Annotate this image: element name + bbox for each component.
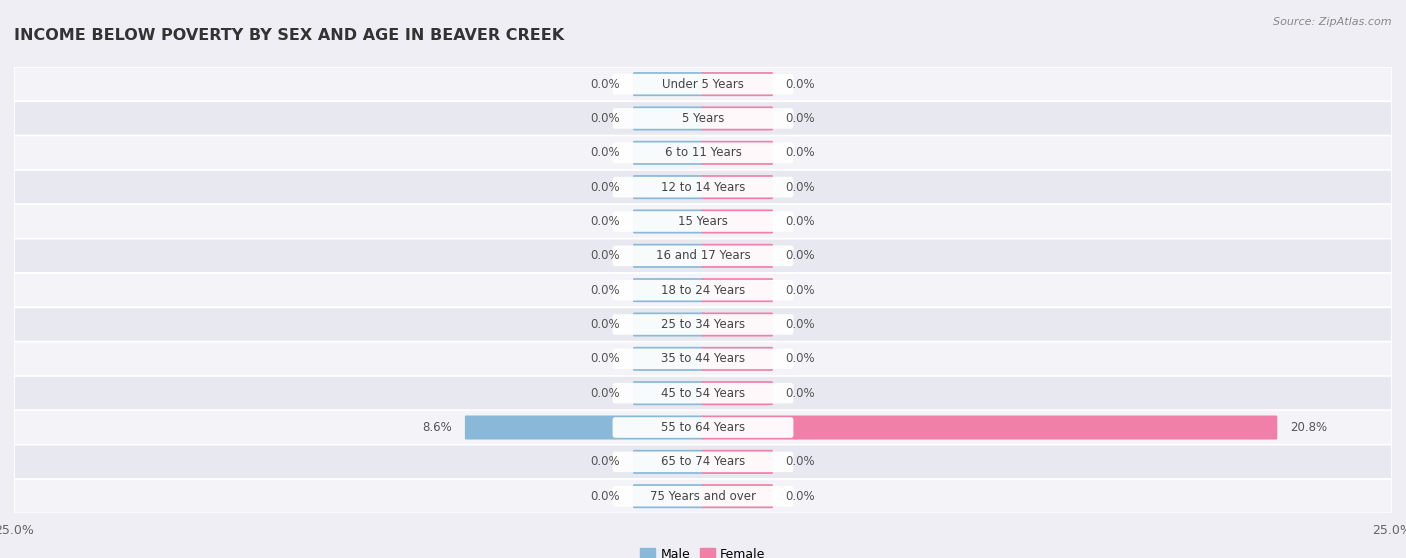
Text: 5 Years: 5 Years [682, 112, 724, 125]
FancyBboxPatch shape [14, 136, 1392, 170]
FancyBboxPatch shape [633, 107, 704, 131]
FancyBboxPatch shape [633, 209, 704, 233]
FancyBboxPatch shape [702, 450, 773, 474]
FancyBboxPatch shape [633, 175, 704, 199]
FancyBboxPatch shape [14, 479, 1392, 513]
FancyBboxPatch shape [702, 312, 773, 336]
FancyBboxPatch shape [613, 349, 793, 369]
FancyBboxPatch shape [702, 484, 773, 508]
FancyBboxPatch shape [702, 209, 773, 233]
Text: 20.8%: 20.8% [1289, 421, 1327, 434]
FancyBboxPatch shape [702, 347, 773, 371]
FancyBboxPatch shape [702, 72, 773, 96]
Text: 0.0%: 0.0% [591, 352, 620, 365]
Text: Under 5 Years: Under 5 Years [662, 78, 744, 90]
Text: 0.0%: 0.0% [591, 387, 620, 400]
FancyBboxPatch shape [14, 102, 1392, 136]
FancyBboxPatch shape [633, 484, 704, 508]
Text: 15 Years: 15 Years [678, 215, 728, 228]
Text: 0.0%: 0.0% [591, 181, 620, 194]
FancyBboxPatch shape [702, 244, 773, 268]
FancyBboxPatch shape [633, 278, 704, 302]
Text: 0.0%: 0.0% [591, 318, 620, 331]
Text: 0.0%: 0.0% [786, 112, 815, 125]
FancyBboxPatch shape [633, 244, 704, 268]
Text: INCOME BELOW POVERTY BY SEX AND AGE IN BEAVER CREEK: INCOME BELOW POVERTY BY SEX AND AGE IN B… [14, 28, 564, 43]
Text: 0.0%: 0.0% [591, 490, 620, 503]
Text: 0.0%: 0.0% [786, 352, 815, 365]
Text: 75 Years and over: 75 Years and over [650, 490, 756, 503]
FancyBboxPatch shape [633, 72, 704, 96]
Text: 6 to 11 Years: 6 to 11 Years [665, 146, 741, 159]
Text: 25 to 34 Years: 25 to 34 Years [661, 318, 745, 331]
FancyBboxPatch shape [465, 416, 704, 440]
FancyBboxPatch shape [14, 341, 1392, 376]
Text: Source: ZipAtlas.com: Source: ZipAtlas.com [1274, 17, 1392, 27]
FancyBboxPatch shape [613, 486, 793, 507]
FancyBboxPatch shape [633, 312, 704, 336]
FancyBboxPatch shape [613, 142, 793, 163]
Text: 16 and 17 Years: 16 and 17 Years [655, 249, 751, 262]
Text: 0.0%: 0.0% [591, 112, 620, 125]
Text: 35 to 44 Years: 35 to 44 Years [661, 352, 745, 365]
Text: 0.0%: 0.0% [786, 318, 815, 331]
Text: 65 to 74 Years: 65 to 74 Years [661, 455, 745, 468]
Text: 0.0%: 0.0% [786, 146, 815, 159]
FancyBboxPatch shape [702, 141, 773, 165]
FancyBboxPatch shape [702, 107, 773, 131]
Text: 0.0%: 0.0% [786, 78, 815, 90]
FancyBboxPatch shape [613, 211, 793, 232]
Text: 0.0%: 0.0% [591, 249, 620, 262]
Legend: Male, Female: Male, Female [641, 548, 765, 558]
Text: 0.0%: 0.0% [591, 78, 620, 90]
FancyBboxPatch shape [633, 141, 704, 165]
FancyBboxPatch shape [702, 381, 773, 405]
Text: 0.0%: 0.0% [786, 387, 815, 400]
Text: 0.0%: 0.0% [786, 490, 815, 503]
FancyBboxPatch shape [14, 239, 1392, 273]
Text: 0.0%: 0.0% [591, 283, 620, 297]
FancyBboxPatch shape [633, 347, 704, 371]
Text: 12 to 14 Years: 12 to 14 Years [661, 181, 745, 194]
FancyBboxPatch shape [14, 307, 1392, 341]
FancyBboxPatch shape [633, 381, 704, 405]
FancyBboxPatch shape [633, 450, 704, 474]
FancyBboxPatch shape [14, 67, 1392, 102]
FancyBboxPatch shape [14, 376, 1392, 410]
FancyBboxPatch shape [14, 410, 1392, 445]
Text: 0.0%: 0.0% [786, 455, 815, 468]
Text: 0.0%: 0.0% [786, 283, 815, 297]
Text: 0.0%: 0.0% [786, 215, 815, 228]
FancyBboxPatch shape [613, 177, 793, 198]
FancyBboxPatch shape [702, 175, 773, 199]
FancyBboxPatch shape [613, 314, 793, 335]
Text: 0.0%: 0.0% [591, 146, 620, 159]
FancyBboxPatch shape [14, 204, 1392, 239]
FancyBboxPatch shape [613, 74, 793, 94]
FancyBboxPatch shape [613, 383, 793, 403]
Text: 0.0%: 0.0% [786, 181, 815, 194]
FancyBboxPatch shape [613, 417, 793, 438]
Text: 18 to 24 Years: 18 to 24 Years [661, 283, 745, 297]
Text: 55 to 64 Years: 55 to 64 Years [661, 421, 745, 434]
FancyBboxPatch shape [613, 246, 793, 266]
FancyBboxPatch shape [613, 280, 793, 300]
Text: 0.0%: 0.0% [591, 215, 620, 228]
Text: 0.0%: 0.0% [591, 455, 620, 468]
FancyBboxPatch shape [702, 278, 773, 302]
FancyBboxPatch shape [613, 451, 793, 472]
FancyBboxPatch shape [702, 416, 1277, 440]
Text: 8.6%: 8.6% [422, 421, 453, 434]
FancyBboxPatch shape [613, 108, 793, 129]
Text: 45 to 54 Years: 45 to 54 Years [661, 387, 745, 400]
FancyBboxPatch shape [14, 273, 1392, 307]
FancyBboxPatch shape [14, 445, 1392, 479]
Text: 0.0%: 0.0% [786, 249, 815, 262]
FancyBboxPatch shape [14, 170, 1392, 204]
